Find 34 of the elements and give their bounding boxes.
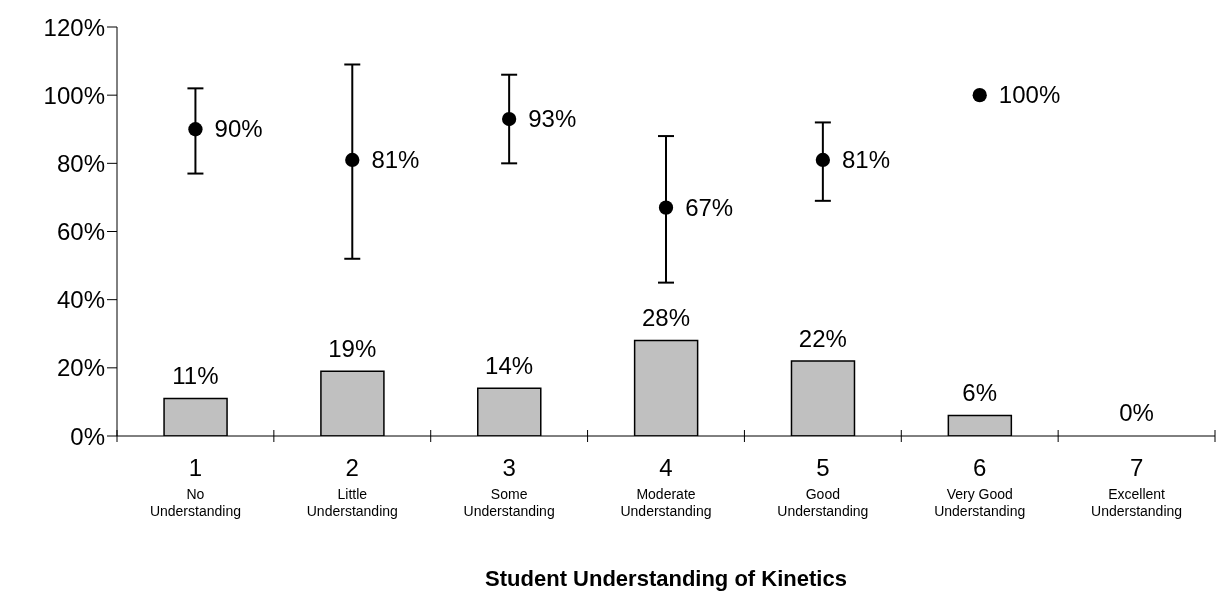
y-tick-label: 120% bbox=[43, 13, 105, 41]
data-label: 90% bbox=[214, 115, 263, 143]
x-tick-label: 4 Moderate Understanding bbox=[620, 454, 712, 519]
x-tick-label: 5 Good Understanding bbox=[777, 454, 869, 519]
point bbox=[502, 111, 517, 127]
data-label: 6% bbox=[962, 379, 998, 407]
x-tick-label: 1 No Understanding bbox=[149, 454, 241, 519]
data-label: 93% bbox=[528, 105, 577, 133]
x-axis-title: Student Understanding of Kinetics bbox=[485, 566, 847, 591]
data-label: 81% bbox=[841, 145, 891, 173]
x-tick-label: 6 Very Good Understanding bbox=[934, 454, 1026, 519]
data-label: 100% bbox=[998, 81, 1061, 109]
point bbox=[972, 88, 987, 103]
data-label: 14% bbox=[485, 351, 534, 379]
point bbox=[345, 152, 360, 168]
point bbox=[658, 200, 674, 215]
y-tick-label: 40% bbox=[56, 286, 105, 314]
data-label: 19% bbox=[328, 334, 377, 362]
data-label: 11% bbox=[172, 361, 219, 389]
y-tick-label: 60% bbox=[56, 218, 105, 246]
y-tick-label: 80% bbox=[56, 149, 105, 177]
point bbox=[815, 152, 830, 168]
data-label: 67% bbox=[685, 193, 734, 221]
data-label: 22% bbox=[798, 324, 847, 352]
x-tick-label: 7 Excellent Understanding bbox=[1091, 454, 1183, 519]
y-tick-label: 20% bbox=[56, 354, 105, 382]
x-tick-label: 3 Some Understanding bbox=[463, 454, 555, 519]
x-tick-label: 2 Little Understanding bbox=[306, 454, 398, 519]
y-tick-label: 100% bbox=[43, 81, 105, 109]
data-label: 28% bbox=[641, 304, 691, 332]
point bbox=[188, 122, 203, 137]
y-tick-label: 0% bbox=[70, 422, 105, 450]
data-label: 81% bbox=[371, 145, 420, 173]
data-label: 0% bbox=[1119, 399, 1154, 427]
